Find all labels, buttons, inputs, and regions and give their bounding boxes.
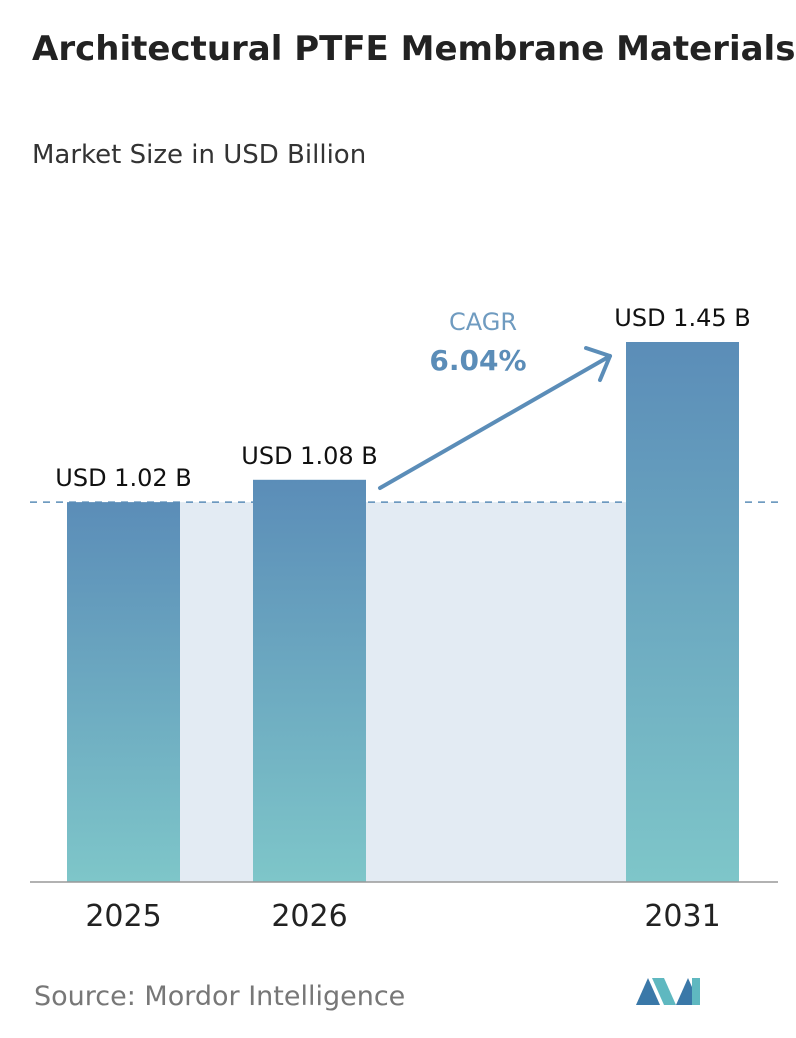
bar — [253, 479, 366, 882]
bar — [626, 342, 739, 882]
cagr-value: 6.04% — [429, 344, 526, 377]
logo — [636, 978, 700, 1005]
value-label: USD 1.02 B — [55, 464, 191, 492]
cagr-arrow — [378, 354, 612, 490]
x-tick-label: 2026 — [271, 899, 347, 934]
source: Source: Mordor Intelligence — [34, 981, 405, 1012]
value-label: USD 1.08 B — [241, 442, 377, 470]
cagr-arrowhead — [584, 346, 612, 382]
cagr-label: CAGR — [449, 308, 517, 336]
chart-title: Architectural PTFE Membrane Materials Ma… — [32, 29, 796, 69]
bar — [67, 502, 180, 882]
x-tick-label: 2031 — [644, 899, 720, 934]
plot: USD 1.02 B 2025 USD 1.08 B 2026 USD 1.45 B 20… — [30, 304, 780, 934]
value-label: USD 1.45 B — [614, 304, 750, 332]
x-tick-label: 2025 — [85, 899, 161, 934]
chart-subtitle: Market Size in USD Billion — [32, 140, 366, 170]
